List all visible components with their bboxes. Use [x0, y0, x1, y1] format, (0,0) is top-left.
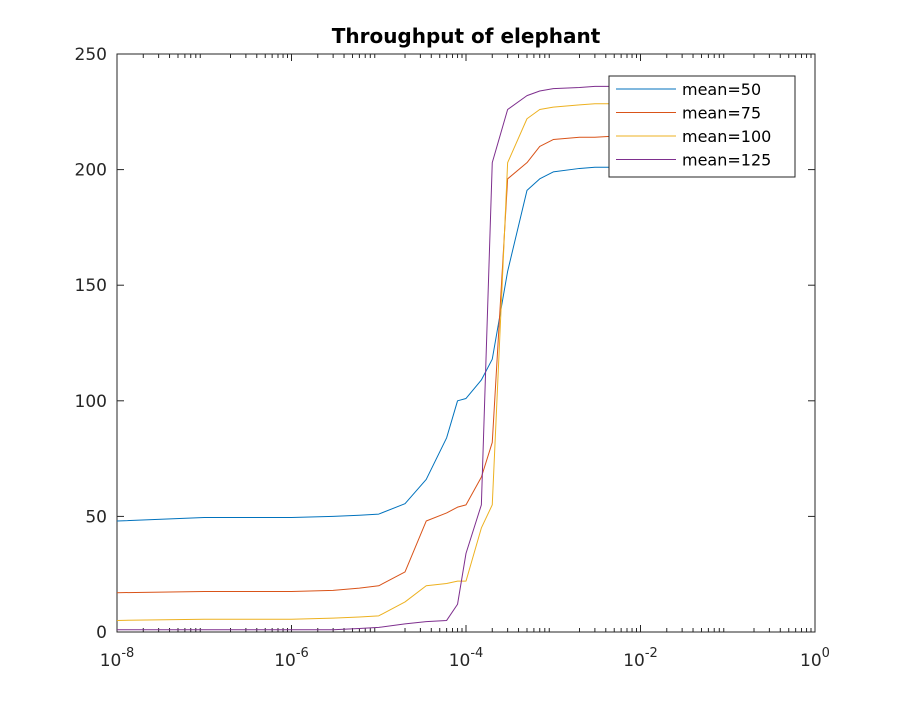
- x-axis-tick-labels: 10-8 10-6 10-4 10-2 100: [100, 646, 830, 671]
- series-line-mean-50: [117, 166, 641, 522]
- x-tick-label-exponent: -6: [296, 646, 309, 661]
- minor-ticks: [142, 54, 812, 632]
- y-tick-label: 50: [85, 507, 107, 527]
- x-tick-label-exponent: 0: [822, 646, 830, 661]
- series-line-mean-75: [117, 134, 641, 594]
- legend-label: mean=50: [682, 80, 761, 99]
- series-line-mean-100: [117, 102, 641, 621]
- x-tick-label-base: 10: [623, 651, 645, 671]
- x-tick-label: 100: [800, 646, 830, 671]
- y-tick-label: 100: [75, 392, 107, 412]
- x-tick-label-base: 10: [800, 651, 822, 671]
- y-tick-label: 200: [75, 161, 107, 181]
- x-tick-label-exponent: -2: [645, 646, 658, 661]
- x-tick-label: 10-6: [274, 646, 309, 671]
- y-tick-label: 250: [75, 45, 107, 65]
- y-axis-tick-labels: 0 50 100 150 200 250: [75, 45, 107, 643]
- major-ticks: [116, 53, 816, 633]
- y-tick-label: 150: [75, 276, 107, 296]
- legend[interactable]: mean=50 mean=75 mean=100 mean=125: [608, 75, 796, 178]
- x-tick-label-base: 10: [449, 651, 471, 671]
- x-tick-label: 10-4: [449, 646, 484, 671]
- x-tick-label-exponent: -4: [470, 646, 483, 661]
- x-tick-label: 10-8: [100, 646, 135, 671]
- legend-label: mean=125: [682, 151, 771, 170]
- x-tick-label: 10-2: [623, 646, 658, 671]
- series-lines: [117, 85, 641, 631]
- chart-title: Throughput of elephant: [332, 24, 601, 48]
- x-tick-label-base: 10: [274, 651, 296, 671]
- x-tick-label-base: 10: [100, 651, 122, 671]
- legend-box: [608, 75, 796, 178]
- legend-label: mean=100: [682, 127, 771, 146]
- series-line-mean-125: [117, 85, 641, 631]
- x-tick-label-exponent: -8: [121, 646, 134, 661]
- y-tick-label: 0: [96, 623, 107, 643]
- legend-label: mean=75: [682, 104, 761, 123]
